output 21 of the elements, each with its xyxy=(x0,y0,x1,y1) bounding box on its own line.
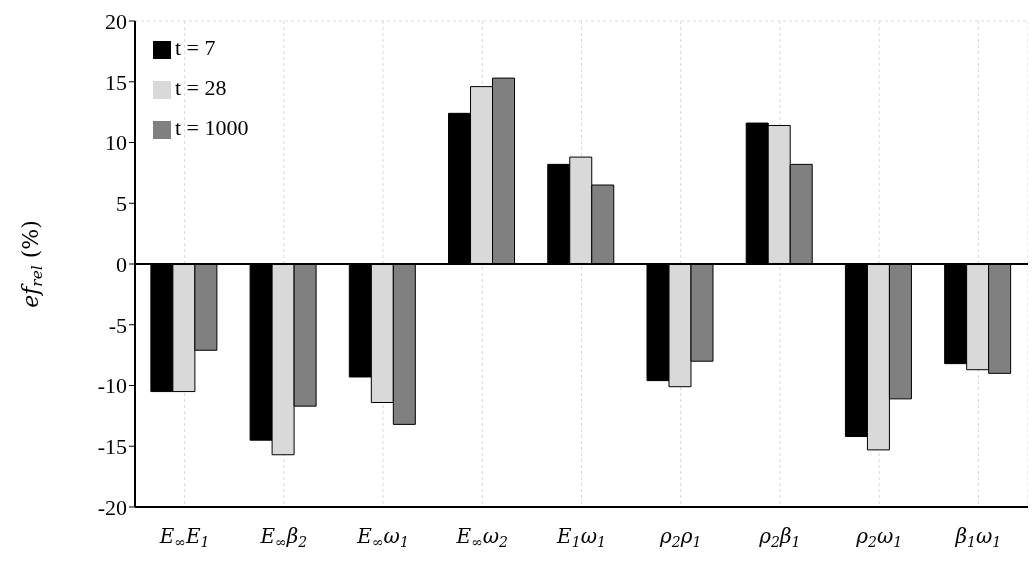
y-tick-label: -10 xyxy=(97,373,127,399)
x-tick-label: ρ$_{2}$ω$_{1}$ xyxy=(855,524,903,550)
legend-label: t = 1000 xyxy=(175,115,249,140)
y-tick-label: 20 xyxy=(105,8,127,34)
x-tick-label: β$_{1}$ω$_{1}$ xyxy=(954,524,1002,550)
x-tick-label: ρ$_{2}$ρ$_{1}$ xyxy=(659,524,702,550)
x-tick-label: E$_{∞}$E$_{1}$ xyxy=(158,524,210,550)
x-tick-label: E$_{∞}$ω$_{1}$ xyxy=(356,524,409,550)
y-tick-label: 0 xyxy=(116,251,127,277)
y-tick-label: 10 xyxy=(105,130,127,156)
x-tick-label: E$_{∞}$β$_{2}$ xyxy=(259,524,308,550)
y-tick-label: 15 xyxy=(105,69,127,95)
y-tick-label: -20 xyxy=(97,494,127,520)
y-tick-label: 5 xyxy=(116,191,127,217)
legend-label: t = 28 xyxy=(175,75,227,100)
x-tick-label: E$_{1}$ω$_{1}$ xyxy=(556,524,606,550)
legend-label: t = 7 xyxy=(175,35,216,60)
y-tick-label: -15 xyxy=(97,434,127,460)
x-tick-label: E$_{∞}$ω$_{2}$ xyxy=(455,524,509,550)
x-tick-label: ρ$_{2}$β$_{1}$ xyxy=(758,524,801,550)
y-tick-label: -5 xyxy=(108,312,127,338)
